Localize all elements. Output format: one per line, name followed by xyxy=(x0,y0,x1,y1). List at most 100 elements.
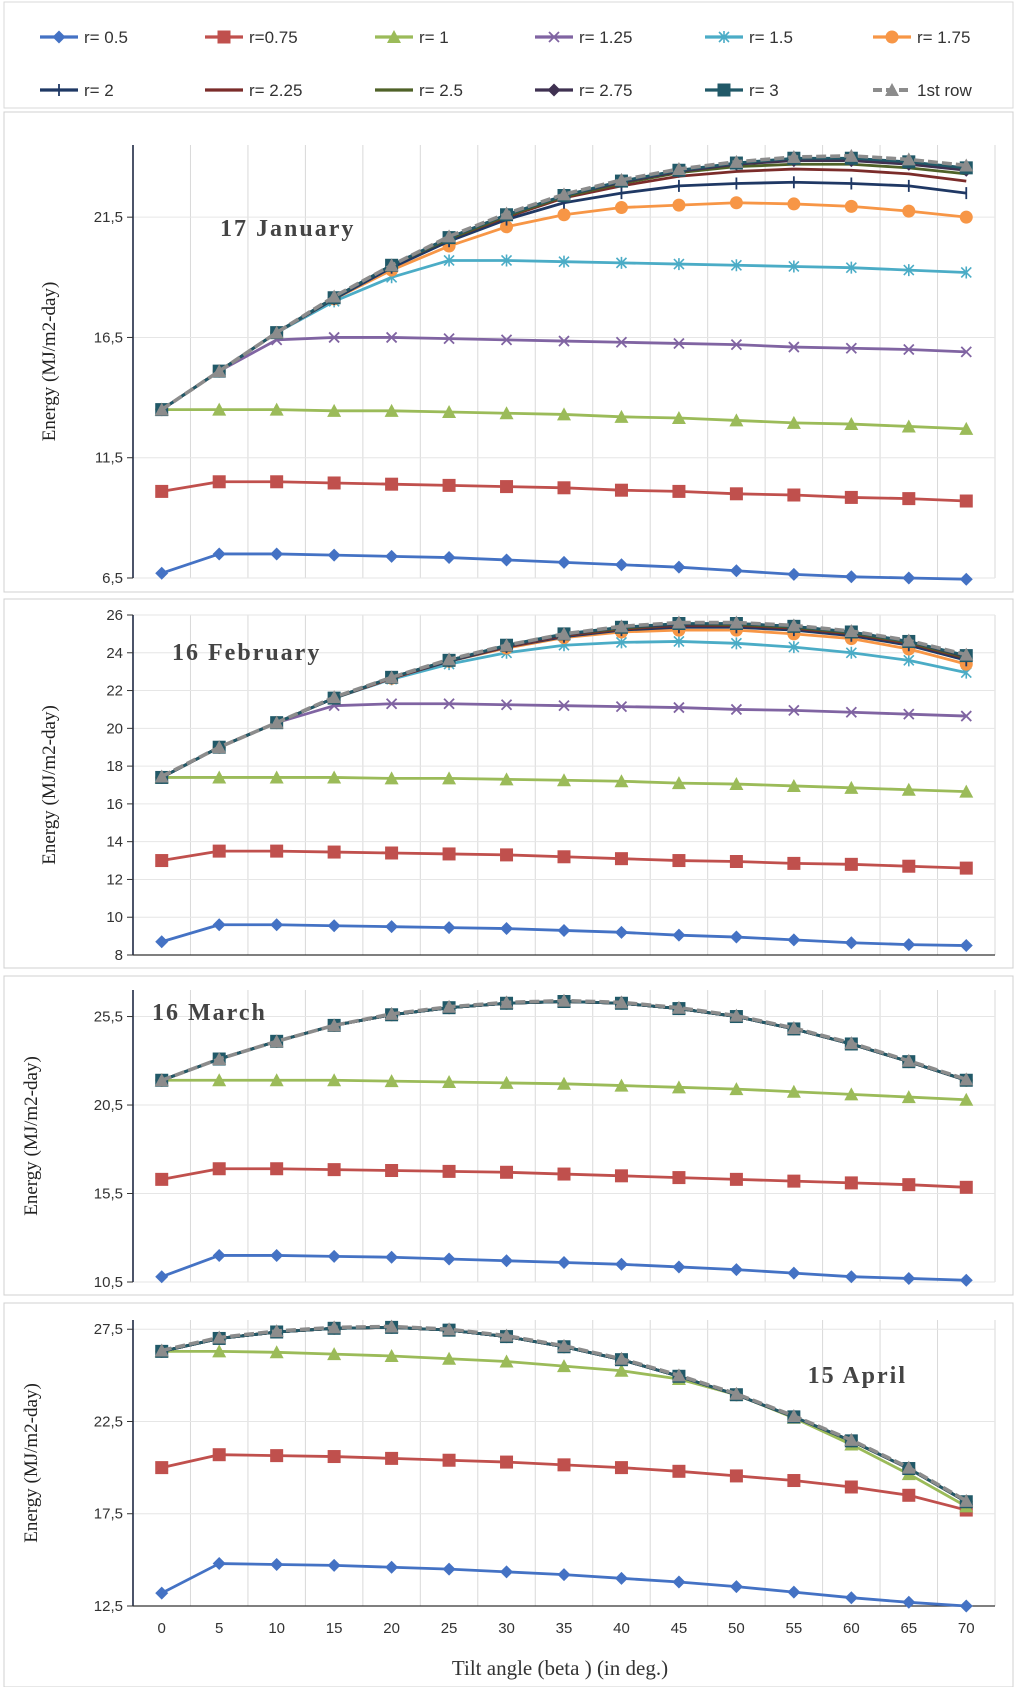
x-tick-label: 25 xyxy=(441,1620,458,1637)
y-tick-labels: 12,5 17,5 22,5 27,5 xyxy=(94,1321,133,1615)
data-point xyxy=(901,633,916,647)
data-point xyxy=(327,1073,342,1087)
data-point xyxy=(673,701,685,714)
data-point xyxy=(729,154,744,168)
data-point xyxy=(614,1078,629,1092)
data-point xyxy=(557,923,571,937)
data-point xyxy=(786,618,801,632)
data-point xyxy=(729,1386,744,1400)
data-point xyxy=(327,1450,341,1464)
data-point xyxy=(557,1458,571,1472)
y-tick-label: 24 xyxy=(106,645,123,662)
data-point xyxy=(269,1345,284,1359)
y-tick-label: 14 xyxy=(106,834,123,851)
data-point xyxy=(786,778,801,792)
legend-label: r= 1.5 xyxy=(749,28,793,47)
data-point xyxy=(615,336,628,348)
data-point xyxy=(614,1257,628,1271)
data-point xyxy=(902,1178,916,1192)
data-point xyxy=(729,1172,743,1186)
data-point xyxy=(269,1034,284,1048)
data-point xyxy=(212,1248,226,1262)
data-point xyxy=(959,861,973,875)
data-point xyxy=(557,773,571,787)
y-tick-label: 12,5 xyxy=(94,1598,123,1615)
data-point xyxy=(499,1354,514,1368)
legend-label: r= 0.5 xyxy=(84,28,128,47)
data-point xyxy=(269,770,284,784)
data-point xyxy=(787,1266,801,1280)
data-point xyxy=(212,1052,227,1066)
legend-label: r= 1 xyxy=(419,28,449,47)
data-point xyxy=(327,403,342,417)
grid-lines xyxy=(133,990,996,1283)
x-tick-label: 70 xyxy=(958,1620,975,1637)
y-tick-label: 16 xyxy=(106,796,123,813)
data-point xyxy=(729,487,743,501)
data-point xyxy=(902,1595,916,1609)
data-point xyxy=(672,1171,686,1185)
legend-label: r= 1.25 xyxy=(579,28,632,47)
data-point xyxy=(671,1000,686,1014)
data-point xyxy=(270,547,284,561)
x-tick-label: 50 xyxy=(728,1620,745,1637)
data-point xyxy=(212,1330,227,1344)
data-point xyxy=(557,187,571,201)
data-point xyxy=(270,844,284,858)
legend-swatch-marker xyxy=(547,83,561,97)
data-point xyxy=(500,1254,514,1268)
series-line xyxy=(160,154,967,412)
y-tick-label: 20 xyxy=(106,720,123,737)
chart-title: 16 February xyxy=(172,640,321,666)
data-point xyxy=(787,1474,801,1488)
data-point xyxy=(154,402,169,416)
data-point xyxy=(499,995,514,1009)
legend-label: r= 1.75 xyxy=(917,28,970,47)
data-point xyxy=(155,854,169,868)
data-point xyxy=(558,255,570,268)
data-point xyxy=(155,935,169,949)
y-tick-label: 21,5 xyxy=(94,209,123,226)
data-point xyxy=(385,1164,399,1178)
data-point xyxy=(903,264,915,277)
data-point xyxy=(729,855,743,868)
data-point xyxy=(557,1568,571,1582)
y-tick-label: 10,5 xyxy=(94,1274,123,1291)
data-point xyxy=(385,920,399,934)
data-point xyxy=(154,1343,169,1357)
legend-swatch-marker xyxy=(52,30,66,44)
data-point xyxy=(499,772,514,786)
data-point xyxy=(671,162,686,176)
data-point xyxy=(499,406,514,420)
y-tick-label: 8 xyxy=(115,947,123,964)
y-tick-label: 12 xyxy=(106,871,123,888)
data-point xyxy=(212,1162,226,1176)
legend-swatch-marker xyxy=(717,83,731,97)
data-point xyxy=(557,1076,571,1090)
data-point xyxy=(557,555,571,569)
data-point xyxy=(844,1087,859,1101)
data-point xyxy=(327,1249,341,1263)
data-point xyxy=(385,1250,399,1264)
data-point xyxy=(787,856,801,870)
x-tick-label: 60 xyxy=(843,1620,860,1637)
data-point xyxy=(212,844,226,858)
data-point xyxy=(786,415,801,429)
data-point xyxy=(787,1174,801,1188)
series-first xyxy=(154,993,974,1087)
data-point xyxy=(212,918,226,932)
data-point xyxy=(672,484,686,498)
series-group xyxy=(154,148,974,586)
x-tick-label: 5 xyxy=(215,1620,223,1637)
data-point xyxy=(844,1270,858,1284)
data-point xyxy=(959,494,973,508)
data-point xyxy=(385,477,399,491)
chart-title: 17 January xyxy=(220,216,355,242)
x-tick-labels: 0 5 10 15 20 25 30 35 40 45 50 55 60 65 70 xyxy=(158,1620,975,1637)
data-point xyxy=(614,409,629,423)
y-tick-label: 17,5 xyxy=(94,1506,123,1523)
data-point xyxy=(500,922,514,936)
data-point xyxy=(385,331,398,344)
data-point xyxy=(614,558,628,572)
